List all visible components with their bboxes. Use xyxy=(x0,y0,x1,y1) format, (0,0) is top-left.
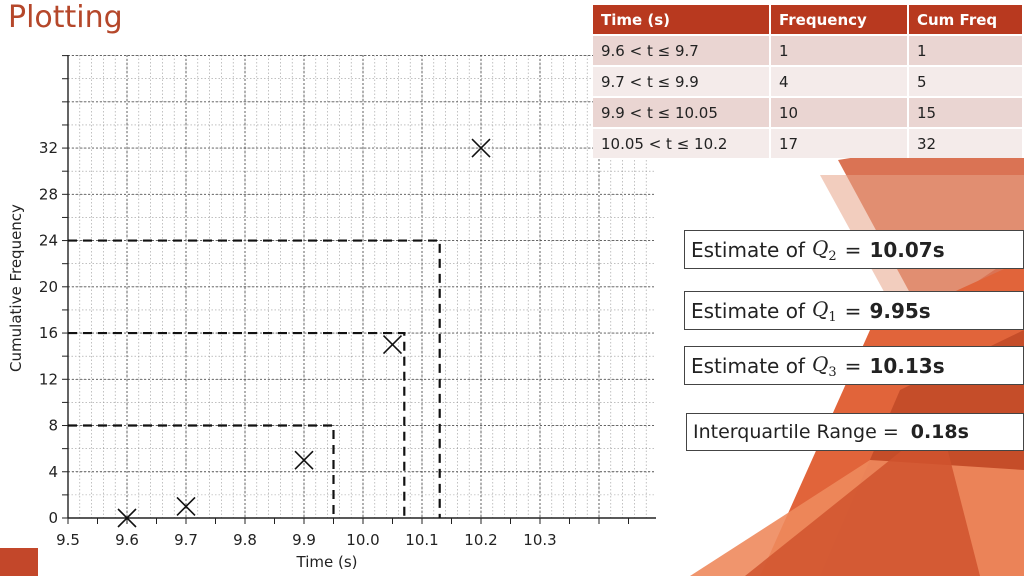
x-tick-labels: 9.5 9.6 9.7 9.8 9.9 10.0 10.1 10.2 10.3 xyxy=(56,531,557,549)
quartile-guide-line xyxy=(68,331,406,518)
y-tick-label: 12 xyxy=(39,370,58,388)
table-cell: 9.6 < t ≤ 9.7 xyxy=(593,34,771,66)
table-cell: 9.7 < t ≤ 9.9 xyxy=(593,65,771,97)
q3-symbol: Q3 xyxy=(811,351,837,380)
q1-equals: = xyxy=(844,298,862,323)
y-tick-labels: 0 4 8 12 16 20 24 28 32 xyxy=(39,139,58,527)
x-tick-label: 9.9 xyxy=(292,531,316,549)
quartile-guide-line xyxy=(68,239,441,518)
y-tick-label: 24 xyxy=(39,232,58,250)
quartile-guides xyxy=(68,239,441,518)
table-cell: 4 xyxy=(770,65,909,97)
q1-estimate-box: Estimate of Q1 = 9.95s xyxy=(684,291,1024,330)
data-point xyxy=(176,496,196,517)
table-cell: 1 xyxy=(908,34,1024,66)
y-tick-label: 32 xyxy=(39,139,58,157)
table-row: 10.05 < t ≤ 10.2 17 32 xyxy=(593,127,1024,158)
data-points xyxy=(117,138,491,528)
data-point xyxy=(117,508,137,528)
x-tick-label: 10.3 xyxy=(523,531,556,549)
x-tick-label: 10.1 xyxy=(405,531,438,549)
data-point-stroke xyxy=(176,496,196,517)
q2-value: 10.07s xyxy=(869,237,945,262)
data-point-stroke xyxy=(117,508,137,528)
table-header-frequency: Frequency xyxy=(770,5,909,35)
q2-estimate-box: Estimate of Q2 = 10.07s xyxy=(684,230,1024,269)
data-point-stroke xyxy=(294,450,314,470)
q3-value: 10.13s xyxy=(869,353,945,378)
q1-value: 9.95s xyxy=(869,298,931,323)
table-cell: 17 xyxy=(770,127,909,158)
iqr-label: Interquartile Range = xyxy=(693,421,899,443)
x-tick-label: 9.8 xyxy=(233,531,257,549)
q3-estimate-box: Estimate of Q3 = 10.13s xyxy=(684,346,1024,385)
table-row: 9.7 < t ≤ 9.9 4 5 xyxy=(593,65,1024,97)
table-cell: 10 xyxy=(770,96,909,128)
y-axis-label: Cumulative Frequency xyxy=(7,204,25,372)
slide-title: Plotting xyxy=(8,0,123,35)
x-tick-label: 9.5 xyxy=(56,531,80,549)
y-tick-label: 20 xyxy=(39,278,58,296)
x-tick-label: 10.2 xyxy=(464,531,497,549)
q3-label: Estimate of xyxy=(691,353,805,378)
x-tick-label: 9.7 xyxy=(174,531,198,549)
axes xyxy=(62,55,656,524)
table-cell: 32 xyxy=(908,127,1024,158)
q3-equals: = xyxy=(844,353,862,378)
x-axis-label: Time (s) xyxy=(296,553,358,571)
table-header-row: Time (s) Frequency Cum Freq xyxy=(593,5,1024,35)
table-header-time: Time (s) xyxy=(593,5,771,35)
data-point-stroke xyxy=(471,138,491,158)
x-tick-label: 9.6 xyxy=(115,531,139,549)
table-cell: 15 xyxy=(908,96,1024,128)
iqr-box: Interquartile Range = 0.18s xyxy=(686,413,1024,451)
q2-label: Estimate of xyxy=(691,237,805,262)
frequency-table: Time (s) Frequency Cum Freq 9.6 < t ≤ 9.… xyxy=(593,5,1024,158)
q2-symbol: Q2 xyxy=(811,235,837,264)
q1-symbol: Q1 xyxy=(811,296,837,325)
table-cell: 10.05 < t ≤ 10.2 xyxy=(593,127,771,158)
y-tick-label: 28 xyxy=(39,185,58,203)
y-tick-label: 4 xyxy=(48,463,58,481)
x-tick-label: 10.0 xyxy=(346,531,379,549)
q1-label: Estimate of xyxy=(691,298,805,323)
y-tick-label: 16 xyxy=(39,324,58,342)
data-point-stroke xyxy=(382,335,403,355)
data-point xyxy=(294,450,314,470)
y-tick-label: 8 xyxy=(48,417,58,435)
data-point xyxy=(471,138,491,158)
y-tick-label: 0 xyxy=(48,509,58,527)
table-cell: 1 xyxy=(770,34,909,66)
table-cell: 5 xyxy=(908,65,1024,97)
table-cell: 9.9 < t ≤ 10.05 xyxy=(593,96,771,128)
table-row: 9.9 < t ≤ 10.05 10 15 xyxy=(593,96,1024,128)
data-point xyxy=(382,335,403,355)
table-header-cum-freq: Cum Freq xyxy=(908,5,1024,35)
q2-equals: = xyxy=(844,237,862,262)
table-row: 9.6 < t ≤ 9.7 1 1 xyxy=(593,34,1024,66)
iqr-value: 0.18s xyxy=(910,421,969,443)
